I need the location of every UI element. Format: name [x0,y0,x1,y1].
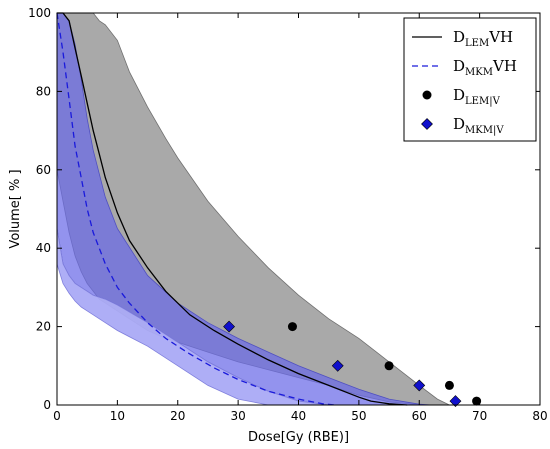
legend-circle-marker [422,90,432,100]
y-tick-label: 60 [36,163,51,177]
y-tick-label: 40 [36,241,51,255]
legend-entry: DLEMVH [412,28,513,49]
x-axis-ticks: 0 10 20 30 40 50 60 70 80 [53,13,548,423]
lem-point [472,396,482,406]
lem-dvh-line [57,12,408,406]
x-tick-label: 60 [412,409,427,423]
legend-label: DMKM|V [453,115,504,136]
mkm-point [331,359,344,372]
legend: DLEMVH DMKMVH DLEM|V DMKM|V [403,17,537,142]
x-tick-label: 0 [53,409,61,423]
legend-entry: DMKM|V [421,115,504,136]
mkm-point [449,395,462,408]
y-tick-label: 100 [28,6,51,20]
x-tick-label: 10 [110,409,125,423]
x-tick-label: 70 [472,409,487,423]
mkm-point [223,320,235,333]
x-tick-label: 30 [230,409,245,423]
x-axis-label: Dose[Gy (RBE)] [248,430,349,445]
dose-volume-points [223,320,482,408]
legend-entry: DMKMVH [412,57,517,78]
lem-point [384,361,394,371]
mkm-dvh-line [56,12,335,406]
y-axis-label: Volume[ % ] [8,169,23,248]
legend-entry: DLEM|V [422,86,501,107]
x-tick-label: 40 [291,409,306,423]
x-tick-label: 80 [532,409,547,423]
y-tick-label: 20 [36,320,51,334]
legend-label: DLEM|V [453,86,501,107]
legend-diamond-marker [421,118,433,130]
legend-label: DLEMVH [453,28,513,49]
dvh-curves [56,12,408,406]
y-tick-label: 80 [36,84,51,98]
lem-point [444,380,454,390]
lem-point [287,322,297,332]
y-axis-ticks: 0 20 40 60 80 100 [28,6,540,412]
y-tick-label: 0 [43,398,51,412]
legend-label: DMKMVH [453,57,517,78]
x-tick-label: 20 [170,409,185,423]
mkm-point [413,379,426,392]
x-tick-label: 50 [351,409,366,423]
